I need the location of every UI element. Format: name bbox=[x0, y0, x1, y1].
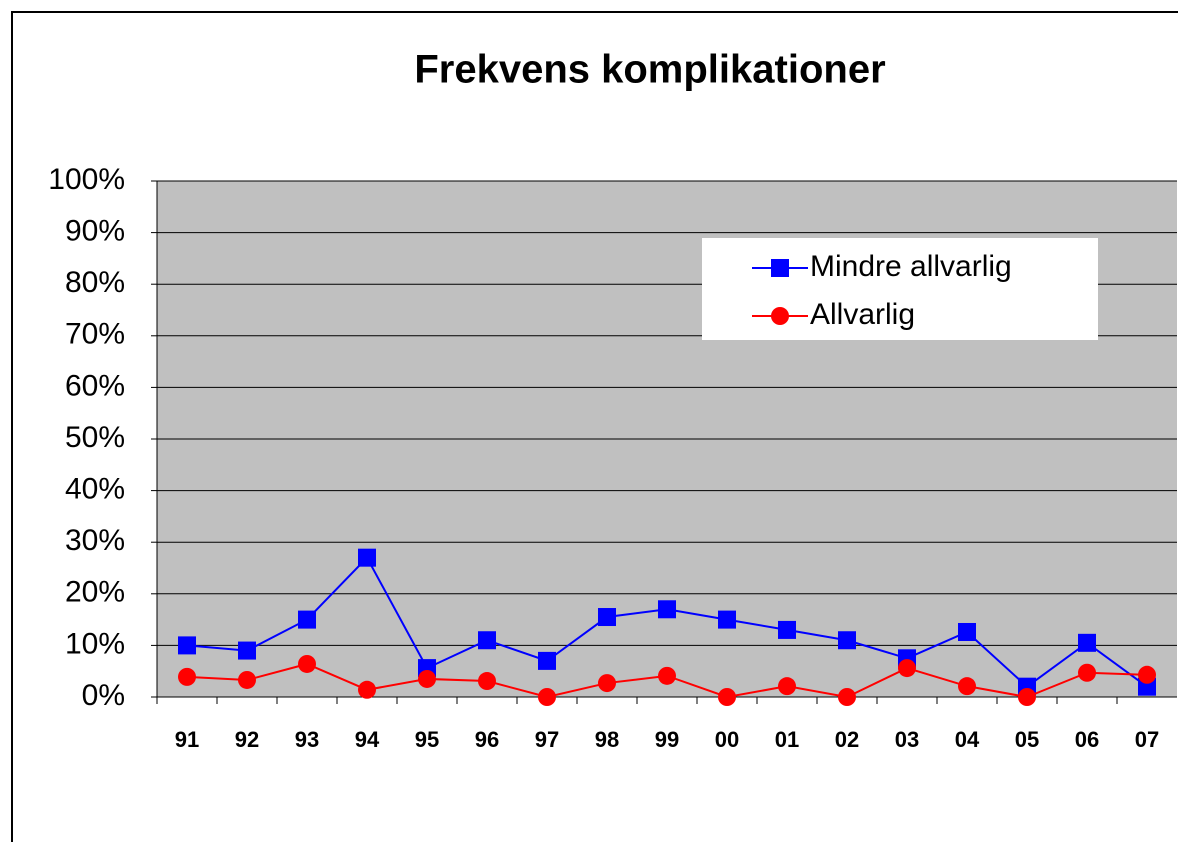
x-tick-label: 05 bbox=[1015, 727, 1039, 752]
y-tick-label: 40% bbox=[65, 473, 125, 506]
data-point bbox=[718, 610, 736, 629]
chart-frame bbox=[11, 11, 1178, 842]
x-tick-label: 99 bbox=[655, 727, 679, 752]
data-point bbox=[958, 677, 976, 696]
x-tick-label: 91 bbox=[175, 727, 199, 752]
data-point bbox=[1138, 665, 1156, 684]
data-point bbox=[538, 651, 556, 670]
data-point bbox=[418, 669, 436, 688]
y-tick-label: 50% bbox=[65, 421, 125, 454]
y-tick-label: 10% bbox=[65, 627, 125, 660]
legend-marker bbox=[771, 259, 789, 277]
y-tick-label: 0% bbox=[82, 679, 125, 712]
data-point bbox=[1078, 663, 1096, 682]
x-tick-label: 00 bbox=[715, 727, 739, 752]
x-tick-label: 98 bbox=[595, 727, 619, 752]
y-tick-label: 70% bbox=[65, 318, 125, 351]
x-tick-label: 97 bbox=[535, 727, 559, 752]
legend-marker bbox=[771, 307, 789, 325]
data-point bbox=[598, 674, 616, 693]
data-point bbox=[958, 622, 976, 641]
data-point bbox=[658, 666, 676, 685]
x-tick-label: 03 bbox=[895, 727, 919, 752]
data-point bbox=[358, 680, 376, 699]
data-point bbox=[538, 688, 556, 706]
legend-label: Mindre allvarlig bbox=[810, 250, 1012, 283]
data-point bbox=[298, 610, 316, 629]
x-tick-label: 93 bbox=[295, 727, 319, 752]
data-point bbox=[718, 688, 736, 706]
data-point bbox=[598, 608, 616, 627]
chart-title: Frekvens komplikationer bbox=[414, 48, 885, 92]
x-tick-label: 07 bbox=[1135, 727, 1159, 752]
x-tick-label: 96 bbox=[475, 727, 499, 752]
data-point bbox=[178, 667, 196, 686]
x-tick-label: 95 bbox=[415, 727, 439, 752]
data-point bbox=[778, 620, 796, 639]
legend-box bbox=[702, 238, 1098, 340]
y-tick-label: 20% bbox=[65, 576, 125, 609]
data-point bbox=[358, 548, 376, 567]
data-point bbox=[838, 688, 856, 706]
data-point bbox=[478, 672, 496, 691]
data-point bbox=[898, 659, 916, 678]
legend-label: Allvarlig bbox=[810, 298, 915, 331]
data-point bbox=[838, 631, 856, 650]
y-tick-label: 100% bbox=[48, 163, 125, 196]
x-tick-label: 94 bbox=[355, 727, 380, 752]
data-point bbox=[478, 631, 496, 650]
x-tick-label: 01 bbox=[775, 727, 799, 752]
y-tick-label: 30% bbox=[65, 524, 125, 557]
data-point bbox=[1018, 688, 1036, 706]
x-tick-label: 04 bbox=[955, 727, 980, 752]
data-point bbox=[778, 677, 796, 696]
data-point bbox=[298, 654, 316, 673]
data-point bbox=[238, 670, 256, 689]
x-tick-label: 92 bbox=[235, 727, 259, 752]
data-point bbox=[238, 641, 256, 660]
y-tick-label: 60% bbox=[65, 369, 125, 402]
y-tick-label: 90% bbox=[65, 215, 125, 248]
data-point bbox=[1078, 633, 1096, 652]
data-point bbox=[658, 600, 676, 619]
x-tick-label: 06 bbox=[1075, 727, 1099, 752]
x-tick-label: 02 bbox=[835, 727, 859, 752]
data-point bbox=[178, 636, 196, 655]
y-tick-label: 80% bbox=[65, 266, 125, 299]
